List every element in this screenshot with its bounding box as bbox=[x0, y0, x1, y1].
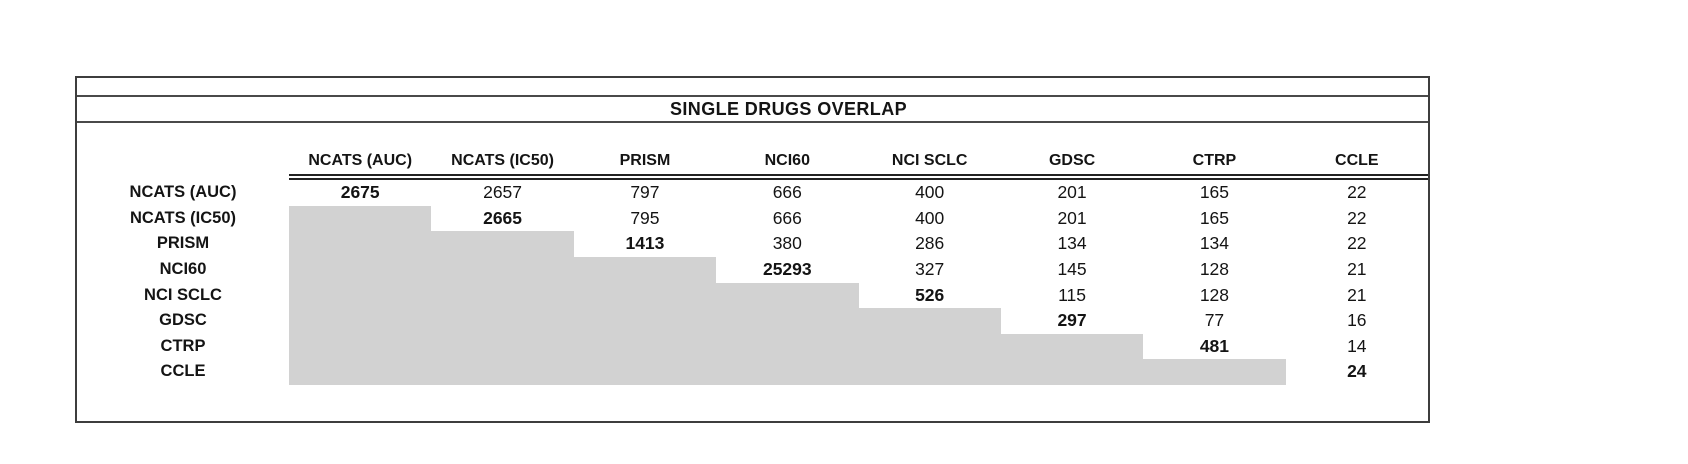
row-label: GDSC bbox=[159, 311, 207, 330]
shaded-cell bbox=[573, 333, 717, 360]
overlap-count-cell: 2657 bbox=[483, 182, 523, 202]
overlap-count-cell: 115 bbox=[1058, 284, 1087, 305]
overlap-count-cell: 134 bbox=[1057, 233, 1087, 254]
overlap-count-cell: 380 bbox=[772, 233, 802, 254]
overlap-count-cell: 22 bbox=[1347, 233, 1367, 254]
column-header-row: NCATS (AUC) NCATS (IC50) PRISM NCI60 NCI SCL… bbox=[77, 123, 1428, 174]
overlap-count-cell: 400 bbox=[915, 182, 945, 202]
column-header: PRISM bbox=[619, 152, 671, 169]
header-double-rule bbox=[289, 174, 1428, 180]
table-title: SINGLE DRUGS OVERLAP bbox=[669, 99, 908, 119]
diagonal-count-cell: 24 bbox=[1347, 361, 1367, 382]
column-header: NCATS (IC50) bbox=[451, 152, 554, 169]
empty-top-strip bbox=[77, 78, 1428, 97]
shaded-cell bbox=[289, 282, 432, 309]
shaded-cell bbox=[289, 333, 432, 360]
shaded-cell bbox=[289, 231, 432, 257]
diagonal-count-cell: 481 bbox=[1199, 335, 1230, 356]
shaded-cell bbox=[858, 359, 1001, 386]
column-header: NCATS (AUC) bbox=[308, 152, 413, 169]
overlap-count-cell: 145 bbox=[1057, 258, 1087, 279]
overlap-count-cell: 165 bbox=[1199, 207, 1230, 228]
shaded-cell bbox=[431, 333, 574, 360]
overlap-count-cell: 128 bbox=[1199, 258, 1230, 279]
shaded-cell bbox=[1000, 359, 1144, 386]
overlap-count-cell: 77 bbox=[1204, 310, 1225, 331]
overlap-count-cell: 22 bbox=[1347, 182, 1367, 202]
row-label: PRISM bbox=[156, 234, 210, 253]
corner-cell bbox=[77, 170, 289, 174]
overlap-count-cell: 201 bbox=[1057, 207, 1087, 228]
diagonal-count-cell: 297 bbox=[1057, 310, 1087, 331]
overlap-count-cell: 666 bbox=[772, 182, 802, 202]
column-header: NCI SCLC bbox=[891, 152, 968, 169]
column-header: GDSC bbox=[1048, 152, 1096, 169]
overlap-count-cell: 400 bbox=[915, 207, 945, 228]
shaded-cell bbox=[716, 282, 859, 309]
row-label: CTRP bbox=[160, 336, 206, 355]
row-label: CCLE bbox=[160, 362, 206, 381]
shaded-cell bbox=[573, 308, 717, 334]
shaded-cell bbox=[858, 308, 1001, 334]
matrix-grid: NCATS (AUC) 2675 2657 797 666 400 201 165 22 NCAT… bbox=[77, 180, 1428, 386]
overlap-count-cell: 286 bbox=[915, 233, 945, 254]
row-label: NCATS (AUC) bbox=[129, 183, 237, 201]
overlap-count-cell: 666 bbox=[772, 207, 802, 228]
diagonal-count-cell: 2675 bbox=[340, 182, 380, 202]
shaded-cell bbox=[716, 333, 859, 360]
overlap-count-cell: 134 bbox=[1199, 233, 1230, 254]
shaded-cell bbox=[1000, 333, 1144, 360]
overlap-count-cell: 128 bbox=[1199, 284, 1230, 305]
row-label: NCI60 bbox=[159, 259, 207, 278]
diagonal-count-cell: 2665 bbox=[483, 207, 523, 228]
shaded-cell bbox=[289, 359, 432, 386]
table-title-row: SINGLE DRUGS OVERLAP bbox=[77, 97, 1428, 123]
column-header: NCI60 bbox=[764, 152, 810, 169]
row-label: NCI SCLC bbox=[144, 285, 222, 304]
shaded-cell bbox=[431, 359, 574, 386]
overlap-count-cell: 16 bbox=[1347, 310, 1367, 331]
column-header: CCLE bbox=[1335, 152, 1379, 169]
shaded-cell bbox=[289, 308, 432, 334]
shaded-cell bbox=[431, 231, 574, 257]
shaded-cell bbox=[289, 256, 432, 283]
overlap-count-cell: 797 bbox=[630, 182, 660, 202]
row-label: NCATS (IC50) bbox=[129, 208, 237, 227]
shaded-cell bbox=[573, 359, 717, 386]
overlap-count-cell: 795 bbox=[630, 207, 660, 228]
diagonal-count-cell: 1413 bbox=[625, 233, 665, 254]
diagonal-count-cell: 25293 bbox=[762, 258, 812, 279]
shaded-cell bbox=[573, 282, 717, 309]
overlap-count-cell: 22 bbox=[1347, 207, 1367, 228]
shaded-cell bbox=[858, 333, 1001, 360]
shaded-cell bbox=[289, 205, 432, 232]
column-header: CTRP bbox=[1192, 152, 1237, 169]
shaded-cell bbox=[431, 282, 574, 309]
overlap-count-cell: 201 bbox=[1057, 182, 1087, 202]
shaded-cell bbox=[716, 359, 859, 386]
shaded-cell bbox=[573, 256, 717, 283]
shaded-cell bbox=[1143, 359, 1286, 386]
diagonal-count-cell: 526 bbox=[915, 284, 945, 305]
overlap-count-cell: 327 bbox=[915, 258, 945, 279]
shaded-cell bbox=[716, 308, 859, 334]
shaded-cell bbox=[431, 256, 574, 283]
overlap-count-cell: 165 bbox=[1199, 182, 1230, 202]
overlap-count-cell: 14 bbox=[1347, 335, 1367, 356]
single-drugs-overlap-table: SINGLE DRUGS OVERLAP NCATS (AUC) NCATS (I… bbox=[75, 76, 1430, 423]
shaded-cell bbox=[431, 308, 574, 334]
overlap-count-cell: 21 bbox=[1347, 284, 1367, 305]
overlap-count-cell: 21 bbox=[1347, 258, 1367, 279]
